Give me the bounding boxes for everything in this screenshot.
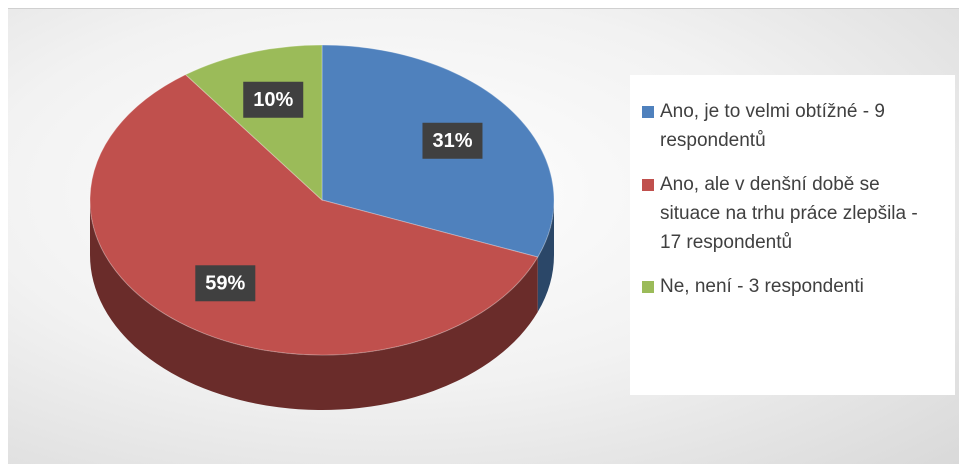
legend-label: Ano, ale v denšní době se situace na trh… <box>660 174 918 253</box>
legend-entry: Ano, ale v denšní době se situace na trh… <box>642 170 943 257</box>
legend-label: Ne, není - 3 respondenti <box>660 276 864 297</box>
pie-side <box>90 200 538 410</box>
data-label-box <box>195 265 256 302</box>
legend-label: Ano, je to velmi obtížné - 9 respondentů <box>660 101 885 151</box>
legend-swatch <box>642 281 654 293</box>
data-label: 31% <box>432 130 472 152</box>
data-label-box <box>243 81 304 118</box>
data-label-group: 59% <box>195 265 256 302</box>
data-label-group: 31% <box>422 122 483 159</box>
pie-side <box>537 200 554 313</box>
legend-swatch <box>642 106 654 118</box>
legend-entry: Ano, je to velmi obtížné - 9 respondentů <box>642 97 943 155</box>
data-label: 59% <box>205 273 245 295</box>
legend-entry: Ne, není - 3 respondenti <box>642 272 943 301</box>
data-label: 10% <box>253 89 293 111</box>
legend-swatch <box>642 179 654 191</box>
legend: Ano, je to velmi obtížné - 9 respondentů… <box>630 75 955 395</box>
data-label-group: 10% <box>243 81 304 118</box>
data-label-box <box>422 122 483 159</box>
